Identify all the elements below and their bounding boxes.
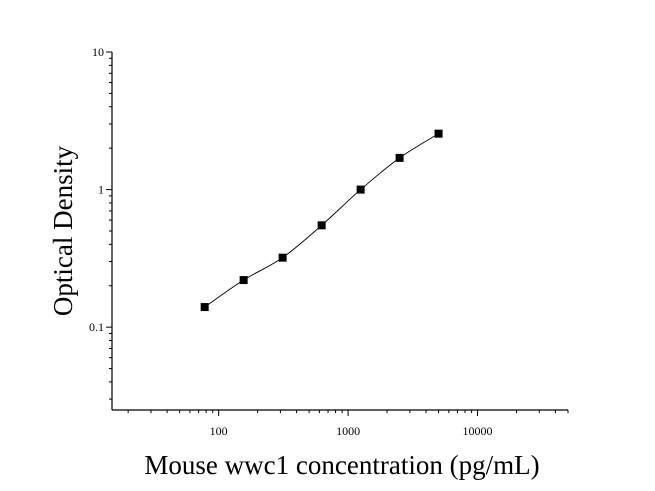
axes: 10 1 0.1 100 1000 10000 — [89, 45, 569, 438]
y-axis-title: Optical Density — [48, 145, 78, 316]
data-point — [434, 129, 443, 138]
data-point — [239, 276, 248, 285]
y-tick-label: 1 — [98, 183, 104, 197]
data-point — [278, 253, 287, 262]
data-points — [200, 129, 443, 312]
x-axis-title: Mouse wwc1 concentration (pg/mL) — [144, 450, 539, 480]
x-tick-label: 1000 — [336, 424, 360, 438]
x-tick-label: 10000 — [463, 424, 493, 438]
x-tick-label: 100 — [210, 424, 228, 438]
data-point — [317, 221, 326, 230]
y-tick-label: 10 — [92, 45, 104, 59]
y-tick-label: 0.1 — [89, 320, 104, 334]
data-point — [395, 153, 404, 162]
data-point — [200, 303, 209, 312]
data-point — [356, 185, 365, 194]
